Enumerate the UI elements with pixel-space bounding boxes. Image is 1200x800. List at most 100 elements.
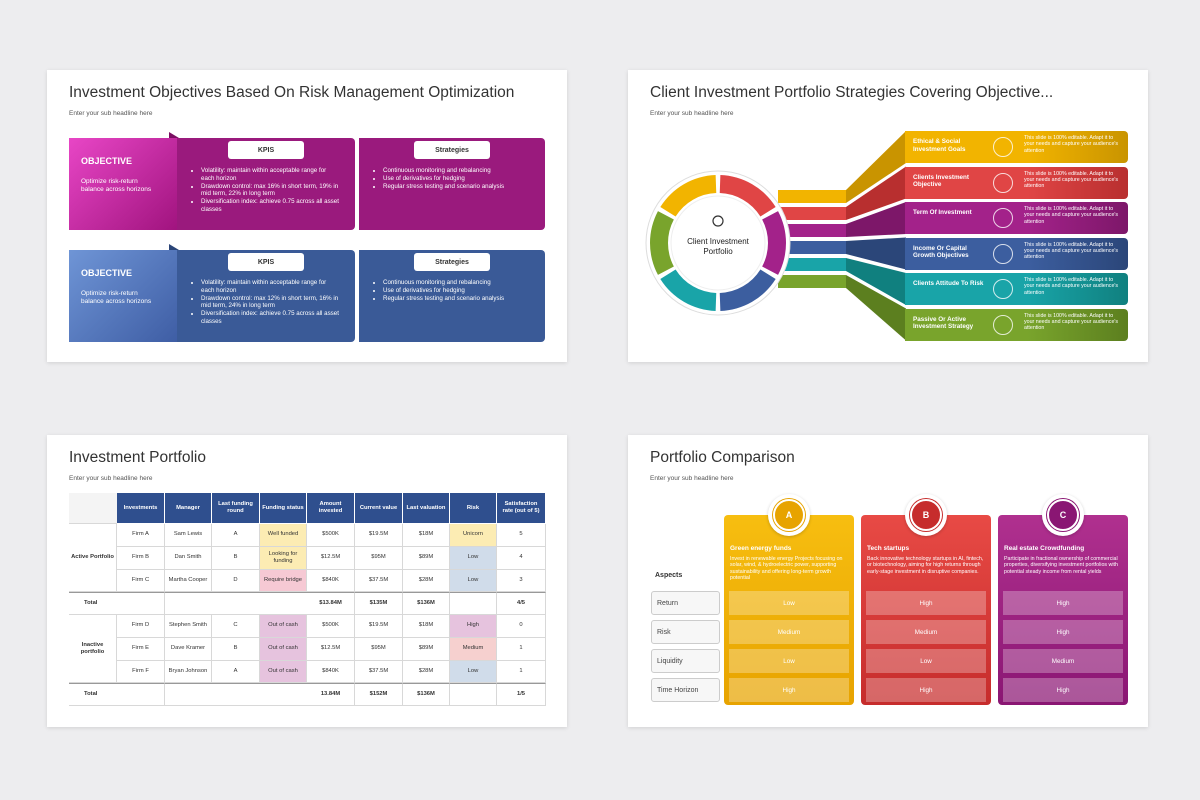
table-cell: Martha Cooper [165, 569, 212, 593]
table-cell: Stephen Smith [165, 615, 212, 638]
total-cell: $13.84M [307, 592, 355, 615]
strategy-icon [993, 137, 1013, 157]
kpi-header: KPIS [228, 141, 304, 159]
strategy-panel: Strategies Continuous monitoring and reba… [359, 250, 545, 342]
aspect-box: Risk [651, 620, 720, 644]
header-cell: Risk [450, 493, 497, 524]
table-cell: $28M [403, 660, 450, 684]
strategy-list: Continuous monitoring and rebalancingUse… [373, 167, 529, 190]
slide-subtitle: Enter your sub headline here [650, 475, 734, 482]
header-cell: Amount invested [307, 493, 355, 524]
strategy-icon [993, 243, 1013, 264]
ring-segment [650, 211, 674, 275]
strategy-header: Strategies [414, 141, 490, 159]
strategy-label: Term Of Investment [913, 209, 972, 216]
card-value: Low [866, 649, 986, 673]
table-cell: 3 [497, 569, 546, 593]
ring-segment [762, 211, 786, 275]
strategy-item: Clients Investment Objective This slide i… [905, 166, 1128, 199]
table-cell: Medium [450, 637, 497, 661]
ring-segment [719, 269, 776, 311]
table-cell: B [212, 546, 260, 570]
kpi-panel: KPIS Volatility: maintain within acceptab… [177, 138, 355, 230]
connector-strip [778, 241, 846, 254]
table-cell: Out of cash [260, 637, 307, 661]
table-cell: $500K [307, 615, 355, 638]
badge: A [773, 499, 805, 531]
table-cell: A [212, 524, 260, 547]
card-value: Medium [1003, 649, 1123, 673]
table-cell: Out of cash [260, 615, 307, 638]
table-cell: C [212, 615, 260, 638]
header-cell: Satisfaction rate (out of 5) [497, 493, 546, 524]
table-cell: 1 [497, 637, 546, 661]
table-cell: Firm E [117, 637, 165, 661]
card-value: High [866, 591, 986, 615]
table-cell: Firm C [117, 569, 165, 593]
strategy-item: Continuous monitoring and rebalancing [383, 167, 529, 175]
table-cell: Require bridge [260, 569, 307, 593]
card-text: Back innovative technology startups in A… [867, 556, 984, 575]
table-cell: $12.5M [307, 546, 355, 570]
strategy-text: This slide is 100% editable. Adapt it to… [1024, 206, 1119, 225]
slide-title: Investment Portfolio [69, 449, 206, 466]
table-cell: $28M [403, 569, 450, 593]
header-cell: Last funding round [212, 493, 260, 524]
total-cell: $136M [403, 683, 450, 706]
slide-subtitle: Enter your sub headline here [69, 475, 153, 482]
header-cell: Current value [355, 493, 403, 524]
table-cell: Firm A [117, 524, 165, 547]
kpi-header: KPIS [228, 253, 304, 271]
slide-portfolio: Investment Portfolio Enter your sub headl… [47, 435, 567, 727]
strategy-item: Use of derivatives for hedging [383, 287, 529, 295]
total-label: Total [69, 683, 165, 706]
card-title: Tech startups [867, 545, 910, 552]
connector-ribbon [846, 237, 906, 270]
table-cell: Unicorn [450, 524, 497, 547]
strategy-item: Regular stress testing and scenario anal… [383, 295, 529, 303]
strategy-item: Clients Attitude To Risk This slide is 10… [905, 273, 1128, 305]
table-cell: $95M [355, 637, 403, 661]
objective-box: OBJECTIVE Optimize risk-return balance ac… [69, 138, 179, 230]
slide-strategies: Client Investment Portfolio Strategies C… [628, 70, 1148, 362]
table-cell: Well funded [260, 524, 307, 547]
table-cell: $18M [403, 615, 450, 638]
connector-ribbon [846, 131, 906, 203]
kpi-item: Volatility: maintain within acceptable r… [201, 279, 339, 295]
table-cell: Firm B [117, 546, 165, 570]
aspects-label: Aspects [655, 572, 683, 579]
strategy-icon [993, 314, 1013, 335]
center-label: Client Investment Portfolio [687, 237, 749, 257]
kpi-item: Diversification index: achieve 0.75 acro… [201, 198, 339, 214]
header-cell: Last valuation [403, 493, 450, 524]
objective-tab [169, 244, 179, 250]
connector-ribbon [846, 202, 906, 237]
table-cell: Out of cash [260, 660, 307, 684]
strategy-text: This slide is 100% editable. Adapt it to… [1024, 312, 1119, 332]
table-cell: $12.5M [307, 637, 355, 661]
table-cell: 5 [497, 524, 546, 547]
ring-segment [660, 175, 717, 217]
card-value: High [1003, 620, 1123, 644]
strategy-label: Clients Investment Objective [913, 173, 969, 189]
table-cell: Low [450, 660, 497, 684]
slide-subtitle: Enter your sub headline here [650, 110, 734, 117]
card-value: High [866, 678, 986, 702]
slide-subtitle: Enter your sub headline here [69, 110, 153, 117]
table-cell: $95M [355, 546, 403, 570]
aspect-box: Return [651, 591, 720, 615]
objective-label: OBJECTIVE [81, 268, 133, 278]
slide-objectives: Investment Objectives Based On Risk Mana… [47, 70, 567, 362]
table-cell: D [212, 569, 260, 593]
kpi-list: Volatility: maintain within acceptable r… [191, 279, 339, 326]
ring-segment [719, 175, 776, 217]
table-cell: Low [450, 546, 497, 570]
table-cell: Dan Smith [165, 546, 212, 570]
table-cell: 0 [497, 615, 546, 638]
kpi-item: Volatility: maintain within acceptable r… [201, 167, 339, 183]
card-value: Low [729, 649, 849, 673]
slide-title: Portfolio Comparison [650, 449, 795, 466]
table-cell: $19.5M [355, 524, 403, 547]
card-value: Medium [729, 620, 849, 644]
